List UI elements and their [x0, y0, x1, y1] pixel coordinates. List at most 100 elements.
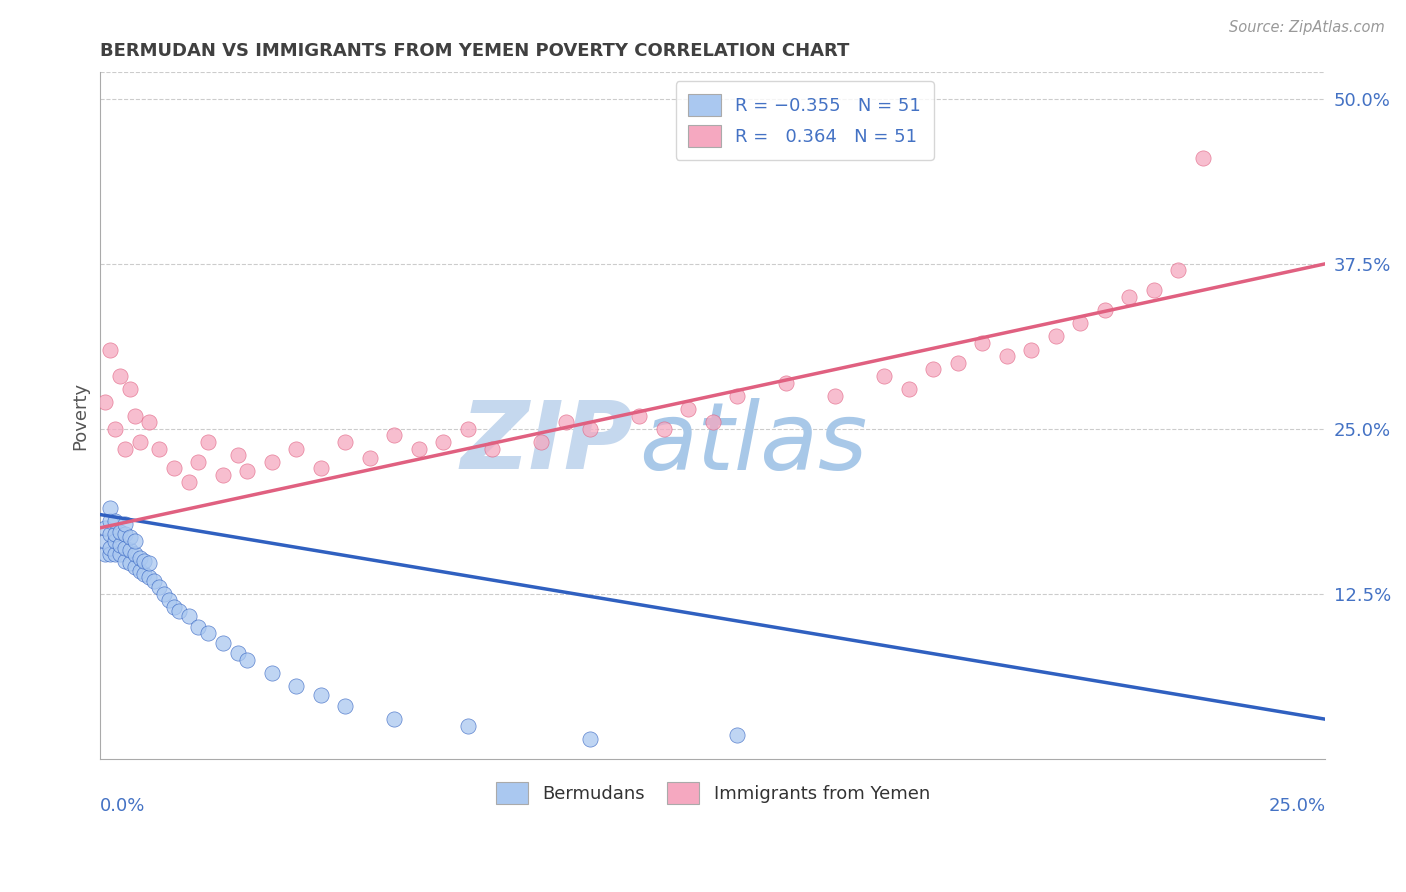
- Point: [335, 435, 357, 450]
- Point: [124, 547, 146, 561]
- Point: [457, 719, 479, 733]
- Point: [226, 646, 249, 660]
- Point: [108, 547, 131, 561]
- Point: [408, 442, 430, 456]
- Point: [167, 604, 190, 618]
- Text: 0.0%: 0.0%: [100, 797, 146, 814]
- Point: [163, 461, 186, 475]
- Point: [481, 442, 503, 456]
- Point: [104, 533, 127, 548]
- Point: [94, 521, 117, 535]
- Point: [579, 422, 602, 436]
- Point: [114, 442, 136, 456]
- Point: [260, 665, 283, 680]
- Point: [197, 626, 219, 640]
- Point: [702, 415, 724, 429]
- Legend: Bermudans, Immigrants from Yemen: Bermudans, Immigrants from Yemen: [488, 775, 938, 812]
- Point: [335, 698, 357, 713]
- Text: BERMUDAN VS IMMIGRANTS FROM YEMEN POVERTY CORRELATION CHART: BERMUDAN VS IMMIGRANTS FROM YEMEN POVERT…: [100, 42, 849, 60]
- Point: [1118, 290, 1140, 304]
- Point: [94, 547, 117, 561]
- Point: [104, 527, 127, 541]
- Point: [128, 565, 150, 579]
- Point: [114, 541, 136, 555]
- Point: [211, 468, 233, 483]
- Point: [457, 422, 479, 436]
- Point: [946, 356, 969, 370]
- Point: [725, 728, 748, 742]
- Point: [138, 557, 160, 571]
- Point: [285, 679, 308, 693]
- Point: [138, 415, 160, 429]
- Point: [226, 448, 249, 462]
- Point: [775, 376, 797, 390]
- Point: [104, 547, 127, 561]
- Text: atlas: atlas: [640, 398, 868, 489]
- Point: [104, 514, 127, 528]
- Point: [114, 527, 136, 541]
- Point: [98, 547, 121, 561]
- Point: [309, 461, 332, 475]
- Point: [187, 620, 209, 634]
- Point: [143, 574, 166, 588]
- Point: [128, 551, 150, 566]
- Point: [1094, 303, 1116, 318]
- Point: [260, 455, 283, 469]
- Point: [118, 557, 141, 571]
- Point: [134, 566, 156, 581]
- Point: [873, 369, 896, 384]
- Point: [134, 554, 156, 568]
- Point: [114, 516, 136, 531]
- Point: [177, 475, 200, 489]
- Text: 25.0%: 25.0%: [1268, 797, 1326, 814]
- Text: Source: ZipAtlas.com: Source: ZipAtlas.com: [1229, 20, 1385, 35]
- Point: [652, 422, 675, 436]
- Point: [211, 635, 233, 649]
- Point: [1021, 343, 1043, 357]
- Y-axis label: Poverty: Poverty: [72, 382, 89, 450]
- Point: [824, 389, 846, 403]
- Point: [108, 538, 131, 552]
- Point: [148, 442, 170, 456]
- Point: [579, 731, 602, 746]
- Point: [236, 653, 259, 667]
- Point: [94, 533, 117, 548]
- Point: [98, 343, 121, 357]
- Point: [138, 569, 160, 583]
- Point: [530, 435, 553, 450]
- Point: [1143, 283, 1166, 297]
- Point: [187, 455, 209, 469]
- Point: [725, 389, 748, 403]
- Point: [163, 599, 186, 614]
- Point: [382, 712, 405, 726]
- Point: [972, 336, 994, 351]
- Point: [177, 609, 200, 624]
- Point: [1045, 329, 1067, 343]
- Point: [108, 524, 131, 539]
- Point: [98, 541, 121, 555]
- Point: [1191, 151, 1213, 165]
- Point: [897, 382, 920, 396]
- Point: [432, 435, 454, 450]
- Point: [104, 422, 127, 436]
- Point: [309, 689, 332, 703]
- Point: [108, 369, 131, 384]
- Point: [382, 428, 405, 442]
- Point: [148, 580, 170, 594]
- Point: [285, 442, 308, 456]
- Point: [197, 435, 219, 450]
- Point: [124, 409, 146, 423]
- Point: [114, 554, 136, 568]
- Point: [554, 415, 576, 429]
- Point: [153, 587, 176, 601]
- Point: [1069, 316, 1091, 330]
- Point: [1167, 263, 1189, 277]
- Point: [128, 435, 150, 450]
- Point: [628, 409, 651, 423]
- Point: [124, 560, 146, 574]
- Point: [157, 593, 180, 607]
- Point: [359, 450, 381, 465]
- Point: [94, 395, 117, 409]
- Point: [995, 349, 1018, 363]
- Point: [118, 382, 141, 396]
